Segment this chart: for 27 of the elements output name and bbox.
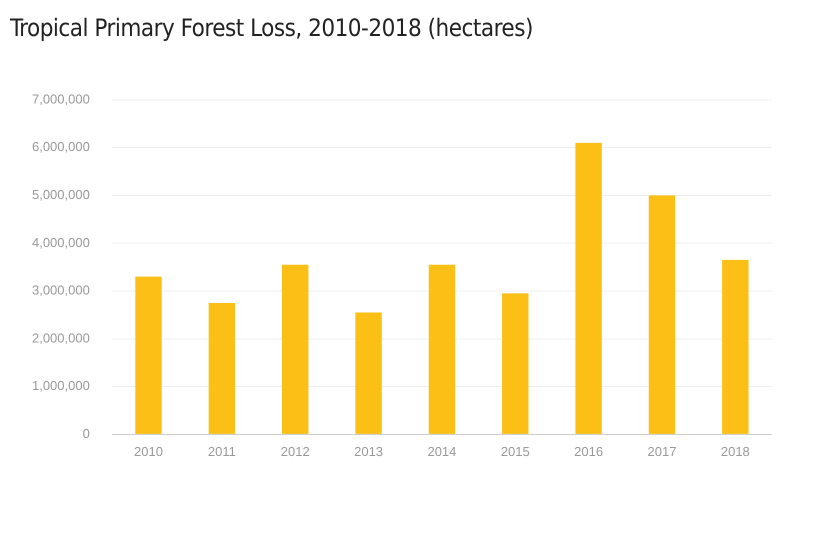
bar — [575, 142, 602, 434]
bar — [648, 195, 676, 434]
bar — [428, 264, 456, 434]
x-tick-label: 2012 — [280, 444, 310, 459]
y-tick-label: 7,000,000 — [32, 91, 90, 106]
bar — [502, 293, 528, 434]
x-tick-label: 2014 — [427, 444, 456, 459]
y-tick-label: 4,000,000 — [32, 234, 90, 250]
bar — [135, 276, 162, 434]
x-tick-label: 2013 — [354, 444, 384, 459]
x-tick-label: 2015 — [500, 444, 530, 459]
chart-title: Tropical Primary Forest Loss, 2010-2018 (hectares) — [10, 14, 533, 42]
bar — [722, 260, 749, 434]
x-tick-label: 2010 — [134, 444, 163, 459]
y-tick-label: 0 — [82, 426, 90, 441]
y-tick-label: 2,000,000 — [32, 330, 90, 346]
bar — [355, 312, 382, 434]
x-tick-label: 2018 — [720, 444, 750, 459]
y-tick-label: 1,000,000 — [32, 378, 90, 394]
bar — [208, 302, 236, 434]
x-tick-label: 2016 — [574, 444, 604, 459]
x-tick-label: 2017 — [648, 444, 676, 459]
y-tick-label: 5,000,000 — [32, 186, 90, 202]
y-tick-label: 6,000,000 — [32, 139, 90, 154]
bar — [282, 264, 308, 434]
y-tick-label: 3,000,000 — [32, 282, 90, 298]
x-tick-label: 2011 — [208, 444, 236, 459]
